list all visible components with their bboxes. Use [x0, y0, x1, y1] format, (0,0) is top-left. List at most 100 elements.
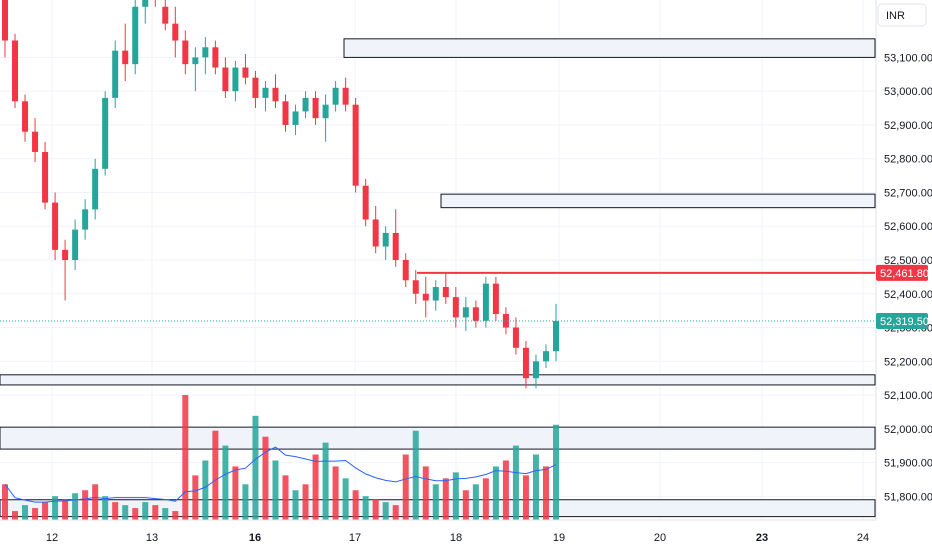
candle[interactable] — [532, 354, 539, 389]
candle[interactable] — [22, 94, 29, 142]
candle[interactable] — [292, 104, 299, 136]
candle[interactable] — [262, 81, 269, 112]
candle[interactable] — [32, 118, 39, 163]
candle[interactable] — [272, 74, 279, 109]
candle[interactable] — [332, 81, 339, 112]
candle-body — [553, 320, 559, 352]
volume-bar — [412, 430, 419, 520]
candle[interactable] — [42, 141, 49, 210]
candle[interactable] — [62, 239, 69, 301]
x-tick-label: 23 — [756, 532, 768, 544]
candle[interactable] — [152, 0, 158, 7]
candle[interactable] — [242, 54, 249, 85]
candle[interactable] — [422, 276, 429, 318]
volume-bar — [542, 466, 549, 520]
supply-demand-zone[interactable] — [0, 374, 876, 386]
candle[interactable] — [452, 287, 459, 328]
candle[interactable] — [102, 91, 109, 176]
candle-body — [212, 47, 219, 68]
candle[interactable] — [282, 94, 289, 132]
volume-bar — [2, 484, 8, 520]
candle[interactable] — [162, 0, 169, 31]
candle-body — [142, 0, 149, 7]
candle[interactable] — [222, 57, 229, 98]
candle[interactable] — [312, 91, 319, 125]
candle[interactable] — [362, 178, 369, 227]
candle-body — [112, 50, 119, 98]
candle-body — [352, 104, 359, 186]
volume-bar — [252, 415, 259, 520]
candle[interactable] — [522, 341, 529, 389]
candle[interactable] — [12, 33, 19, 109]
candle[interactable] — [112, 40, 119, 109]
x-tick-label: 18 — [450, 532, 462, 544]
candle[interactable] — [502, 307, 509, 335]
candle-body — [312, 97, 319, 119]
candle[interactable] — [352, 97, 359, 193]
candle[interactable] — [232, 60, 239, 102]
candle[interactable] — [392, 209, 399, 267]
volume-bar — [122, 505, 129, 520]
x-tick-label: 17 — [349, 532, 361, 544]
volume-bar — [202, 460, 209, 520]
candle-body — [82, 209, 89, 230]
candle-body — [382, 232, 389, 247]
candle[interactable] — [302, 91, 309, 119]
candle-body — [12, 40, 19, 102]
candle[interactable] — [322, 94, 329, 142]
candle-body — [322, 104, 329, 119]
candle[interactable] — [442, 273, 449, 304]
candle[interactable] — [482, 276, 489, 328]
time-axis-background — [0, 520, 876, 550]
y-tick-label: 52,800.00 — [884, 154, 932, 166]
candle-body — [272, 87, 279, 102]
currency-button[interactable]: INR — [877, 3, 927, 27]
candle[interactable] — [553, 303, 559, 362]
candle[interactable] — [92, 158, 99, 220]
candle[interactable] — [82, 199, 89, 240]
candle[interactable] — [512, 317, 519, 355]
candle[interactable] — [342, 77, 349, 112]
candle[interactable] — [382, 226, 389, 260]
volume-bar — [302, 484, 309, 520]
volume-bar — [282, 475, 289, 520]
grid — [0, 0, 875, 520]
candle[interactable] — [52, 192, 59, 260]
candle[interactable] — [192, 47, 199, 92]
candle[interactable] — [542, 344, 549, 369]
candle[interactable] — [122, 23, 129, 82]
candle-body — [102, 97, 109, 169]
candle-body — [162, 6, 169, 24]
candle[interactable] — [212, 40, 219, 75]
candle[interactable] — [492, 276, 499, 321]
candle[interactable] — [462, 297, 469, 331]
candle[interactable] — [252, 70, 259, 109]
supply-demand-zone[interactable] — [0, 426, 876, 450]
supply-demand-zone[interactable] — [440, 193, 876, 209]
candle[interactable] — [132, 0, 139, 75]
volume-bar — [162, 508, 169, 520]
y-tick-label: 52,500.00 — [884, 255, 932, 267]
candle[interactable] — [372, 205, 379, 254]
candle[interactable] — [402, 253, 409, 288]
candle-body — [122, 50, 129, 65]
candle[interactable] — [172, 6, 179, 58]
candle-body — [462, 307, 469, 318]
x-tick-label: 19 — [553, 532, 565, 544]
candle[interactable] — [432, 280, 439, 311]
candle[interactable] — [202, 37, 209, 75]
volume-bar — [442, 478, 449, 520]
candle[interactable] — [72, 219, 79, 271]
candle[interactable] — [472, 300, 479, 328]
candle-body — [542, 351, 549, 362]
supply-demand-zone[interactable] — [343, 38, 876, 58]
candle[interactable] — [2, 0, 8, 58]
y-tick-label: 51,900.00 — [884, 458, 932, 470]
candle[interactable] — [142, 0, 149, 24]
candle[interactable] — [182, 30, 189, 75]
candle[interactable] — [412, 270, 419, 304]
volume-moving-average — [4, 446, 557, 503]
volume-bar — [142, 502, 149, 520]
volume-bar — [182, 395, 189, 520]
